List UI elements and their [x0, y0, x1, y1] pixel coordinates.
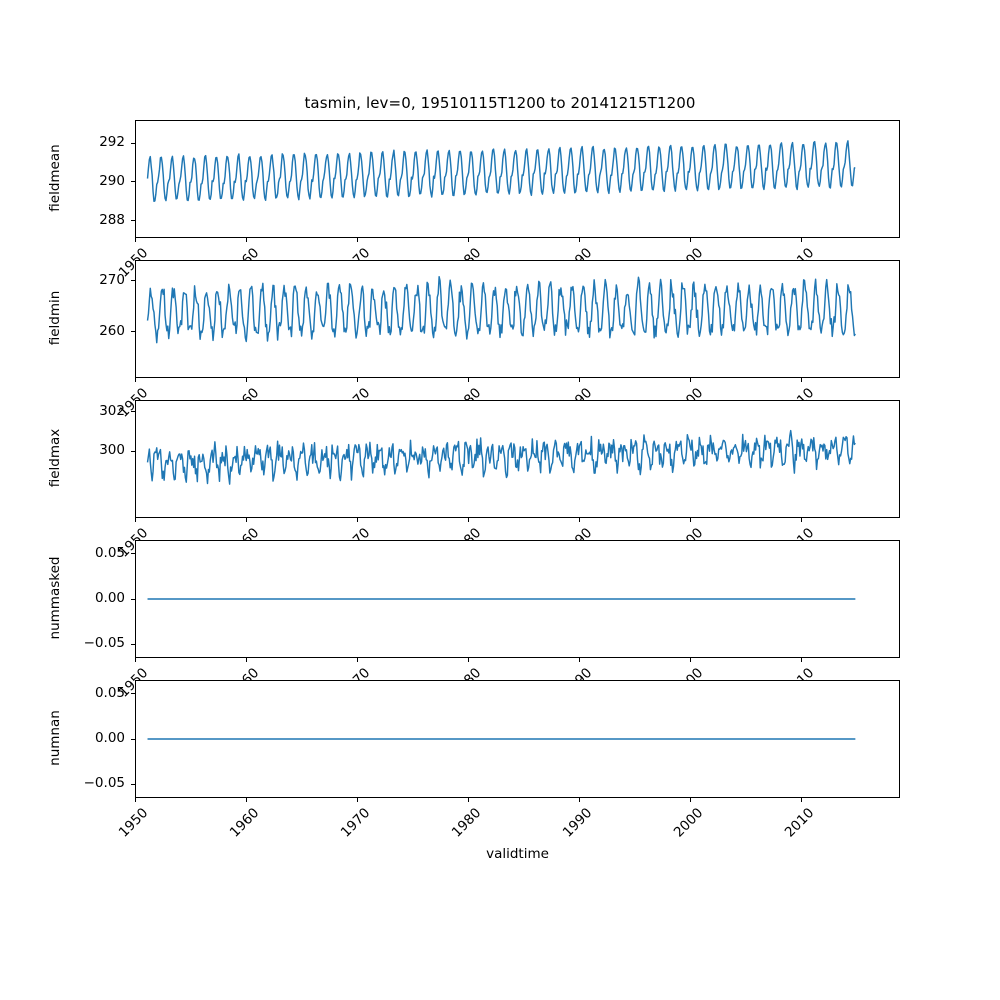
series-canvas-fieldmax — [136, 401, 899, 517]
y-tick-mark — [131, 693, 135, 695]
data-line-fieldmean — [148, 141, 856, 202]
x-tick-mark — [467, 518, 469, 522]
series-canvas-fieldmin — [136, 261, 899, 377]
x-tick-mark — [134, 658, 136, 662]
y-tick-label: 0.05 — [94, 544, 125, 561]
y-tick-label: −0.05 — [83, 635, 125, 652]
x-tick-mark — [134, 378, 136, 382]
figure-title: tasmin, lev=0, 19510115T1200 to 20141215… — [304, 94, 696, 112]
y-tick-label: 0.00 — [94, 730, 125, 746]
x-tick-mark — [578, 658, 580, 662]
x-tick-mark — [800, 658, 802, 662]
x-tick-mark — [578, 518, 580, 522]
y-tick-label: 260 — [99, 322, 125, 339]
x-tick-mark — [356, 238, 358, 242]
x-tick-mark — [800, 378, 802, 382]
y-tick-mark — [131, 738, 135, 740]
plot-area-numnan — [135, 680, 900, 798]
x-tick-mark — [578, 238, 580, 242]
y-tick-mark — [131, 643, 135, 645]
x-tick-mark — [245, 238, 247, 242]
x-tick-mark — [800, 518, 802, 522]
y-tick-mark — [131, 331, 135, 333]
y-tick-mark — [131, 783, 135, 785]
x-tick-mark — [800, 238, 802, 242]
y-tick-label: 0.05 — [94, 684, 125, 701]
x-tick-mark — [467, 658, 469, 662]
x-tick-mark — [689, 378, 691, 382]
x-tick-mark — [356, 378, 358, 382]
x-tick-mark — [578, 798, 580, 802]
y-tick-mark — [131, 220, 135, 222]
y-tick-mark — [131, 598, 135, 600]
y-tick-label: 300 — [99, 442, 125, 459]
plot-area-fieldmean — [135, 120, 900, 238]
x-axis-label: validtime — [486, 846, 549, 862]
y-tick-label: 0.00 — [94, 590, 125, 606]
x-tick-mark — [689, 798, 691, 802]
y-tick-mark — [131, 553, 135, 555]
y-tick-label: 290 — [99, 172, 125, 189]
x-tick-mark — [356, 798, 358, 802]
x-tick-mark — [134, 798, 136, 802]
x-tick-mark — [578, 378, 580, 382]
plot-area-fieldmax — [135, 400, 900, 518]
x-tick-mark — [134, 238, 136, 242]
y-tick-mark — [131, 411, 135, 413]
y-tick-label: 270 — [99, 271, 125, 288]
x-tick-mark — [245, 378, 247, 382]
data-line-fieldmax — [148, 431, 856, 485]
x-tick-mark — [467, 798, 469, 802]
x-tick-mark — [356, 658, 358, 662]
plot-area-fieldmin — [135, 260, 900, 378]
x-tick-mark — [800, 798, 802, 802]
y-tick-label: 292 — [99, 134, 125, 151]
series-canvas-nummasked — [136, 541, 899, 657]
y-tick-mark — [131, 450, 135, 452]
x-tick-mark — [134, 518, 136, 522]
x-tick-mark — [467, 378, 469, 382]
series-canvas-fieldmean — [136, 121, 899, 237]
x-tick-mark — [245, 658, 247, 662]
y-tick-label: 302 — [99, 402, 125, 419]
x-tick-mark — [689, 518, 691, 522]
x-tick-mark — [245, 798, 247, 802]
y-tick-mark — [131, 142, 135, 144]
x-tick-mark — [689, 658, 691, 662]
series-canvas-numnan — [136, 681, 899, 797]
y-tick-mark — [131, 280, 135, 282]
plot-area-nummasked — [135, 540, 900, 658]
x-tick-mark — [356, 518, 358, 522]
data-line-fieldmin — [148, 277, 856, 343]
y-tick-mark — [131, 181, 135, 183]
x-tick-mark — [467, 238, 469, 242]
x-tick-mark — [245, 518, 247, 522]
y-tick-label: 288 — [99, 211, 125, 228]
x-tick-mark — [689, 238, 691, 242]
y-tick-label: −0.05 — [83, 775, 125, 792]
